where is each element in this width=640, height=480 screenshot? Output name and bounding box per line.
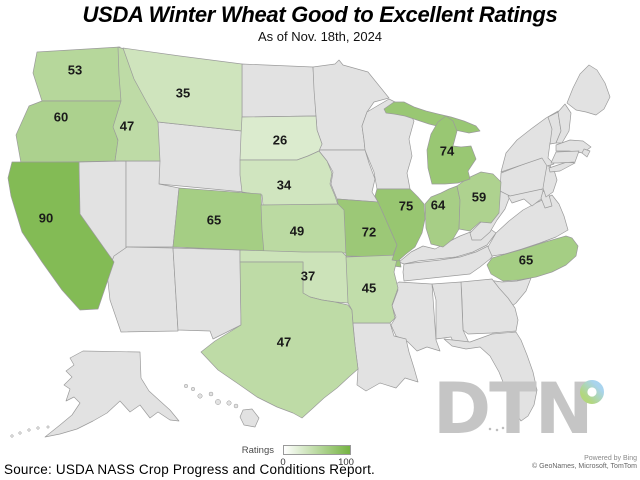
- state-MD-shape: [507, 188, 550, 207]
- state-AR-value-label: 45: [362, 280, 376, 295]
- dtn-logo-ring-icon: [579, 379, 605, 405]
- state-NC-shape: [486, 235, 579, 282]
- state-AZ-shape: [106, 246, 179, 333]
- page-subtitle: As of Nov. 18th, 2024: [257, 29, 383, 44]
- state-ID-value-label: 47: [120, 118, 134, 133]
- hawaii-island: [190, 386, 196, 392]
- state-FL-shape: [443, 331, 538, 422]
- state-OR-value-label: 60: [54, 109, 68, 124]
- legend-title: Ratings: [241, 445, 274, 456]
- state-WY-shape: [157, 121, 245, 193]
- state-SD-value-label: 26: [273, 132, 287, 147]
- state-NH-shape: [555, 103, 572, 144]
- florida-keys-island: [495, 428, 499, 432]
- hawaii-island: [183, 383, 189, 389]
- state-OR-shape: [15, 100, 123, 164]
- state-NY_LI-shape: [548, 161, 576, 173]
- state-IN-value-label: 64: [431, 197, 446, 212]
- state-NM-shape: [172, 247, 242, 340]
- state-NC-value-label: 65: [519, 252, 533, 267]
- state-ME-shape: [566, 64, 611, 116]
- state-OH-shape: [456, 171, 502, 232]
- alaska-aleutian-island: [27, 428, 31, 432]
- state-MI-value-label: 74: [440, 143, 455, 158]
- hawaii-island: [233, 403, 239, 409]
- hawaii-island: [226, 400, 232, 406]
- alaska-aleutian-island: [46, 425, 50, 429]
- state-KS-value-label: 49: [290, 223, 304, 238]
- florida-keys-island: [501, 426, 505, 430]
- state-CA-shape: [7, 161, 115, 311]
- state-CA-value-label: 90: [39, 210, 53, 225]
- state-AK-shape: [44, 350, 180, 438]
- map-attribution: Powered by Bing © GeoNames, Microsoft, T…: [532, 455, 637, 471]
- state-MI_U-shape: [383, 101, 481, 134]
- state-OK-value-label: 37: [301, 268, 315, 283]
- state-MI-shape: [426, 115, 477, 185]
- dtn-logo-text: DTN: [433, 368, 593, 450]
- hawaii-island: [208, 391, 214, 397]
- state-IL-value-label: 75: [399, 198, 413, 213]
- state-CT-shape: [550, 150, 580, 164]
- state-HI-shape: [239, 408, 260, 428]
- state-NE-value-label: 34: [277, 177, 292, 192]
- state-RI-shape: [581, 148, 591, 158]
- state-MT-value-label: 35: [176, 85, 190, 100]
- state-TX-value-label: 47: [277, 334, 291, 349]
- state-VA-shape: [487, 194, 569, 257]
- alaska-aleutian-island: [10, 434, 14, 438]
- state-TX-shape: [200, 261, 359, 419]
- state-IL-shape: [374, 188, 426, 262]
- legend-max-label: 100: [338, 457, 354, 468]
- legend-min-label: 0: [280, 457, 286, 468]
- hawaii-island: [197, 393, 203, 399]
- alaska-aleutian-island: [18, 431, 22, 435]
- alaska-aleutian-island: [36, 426, 40, 430]
- state-MO-value-label: 72: [362, 224, 376, 239]
- attribution-powered-by: Powered by Bing: [584, 455, 637, 462]
- dtn-ring-circle: [579, 379, 605, 405]
- state-MT-shape: [122, 47, 243, 132]
- page-title: USDA Winter Wheat Good to Excellent Rati…: [82, 2, 558, 27]
- state-LA-shape: [352, 322, 419, 392]
- state-OH-value-label: 59: [472, 189, 486, 204]
- state-IN-shape: [424, 185, 461, 248]
- state-AR-shape: [345, 254, 399, 324]
- state-ND-shape: [241, 63, 317, 118]
- legend-gradient-bar: [283, 445, 351, 455]
- florida-keys-island: [488, 427, 492, 431]
- hawaii-island: [215, 399, 221, 405]
- state-WA-value-label: 53: [68, 62, 82, 77]
- attribution-copyright: © GeoNames, Microsoft, TomTom: [532, 463, 637, 470]
- state-CO-value-label: 65: [207, 212, 221, 227]
- source-note: Source: USDA NASS Crop Progress and Cond…: [4, 462, 375, 477]
- state-NE-shape: [239, 150, 339, 206]
